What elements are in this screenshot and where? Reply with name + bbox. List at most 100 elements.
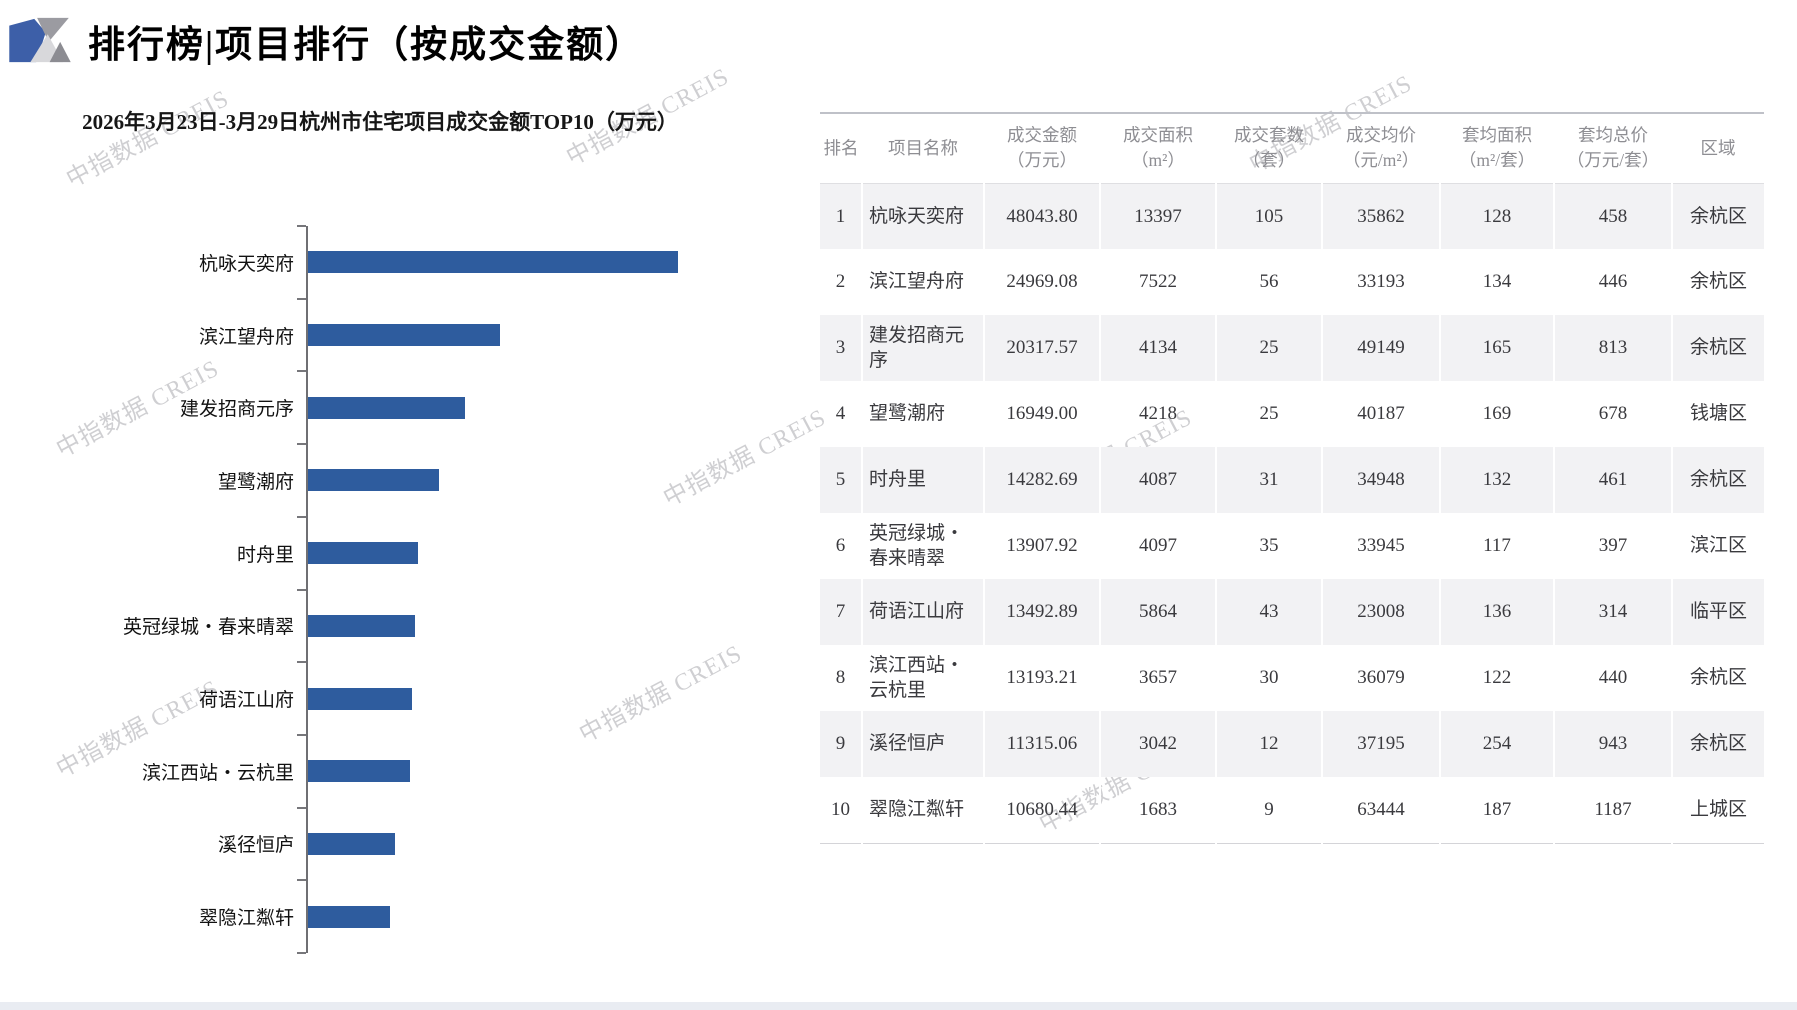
chart-bar-track [297,661,803,735]
cell-amount: 11315.06 [983,711,1100,778]
creis-logo-icon [9,17,71,63]
table-row: 4 望鹭潮府 16949.00 4218 25 40187 169 678 钱塘区 [820,381,1764,448]
chart-bar [308,832,396,855]
ranking-table: 排名 项目名称 成交金额 （万元） 成交面积 （m²） 成交套数 （套） 成交均价 （元/m²）套… [820,111,1764,844]
cell-avg_price: 34948 [1321,447,1440,514]
cell-district: 临平区 [1671,579,1764,646]
bar-chart-plot: 杭咏天奕府 滨江望舟府 建发招商元序 望鹭潮府 时舟里 英冠绿城・春来晴翠 荷语江山府 滨江西… [70,225,803,954]
column-header: 成交套数 （套） [1216,111,1322,184]
column-header: 成交金额 （万元） [984,111,1100,184]
cell-amount: 13907.92 [983,513,1100,580]
chart-category-row: 溪径恒庐 [70,806,803,881]
table-row: 10 翠隐江粼轩 10680.44 1683 9 63444 187 1187 上城区 [820,777,1764,844]
column-header: 排名 [820,111,862,184]
cell-avg_price: 33945 [1321,513,1440,580]
cell-area: 1683 [1099,777,1216,844]
cell-name: 建发招商元序 [861,315,984,382]
cell-avg_total: 813 [1553,315,1672,382]
chart-bar [308,396,465,419]
cell-units: 30 [1215,645,1322,712]
cell-rank: 9 [820,711,862,778]
chart-category-row: 建发招商元序 [70,370,803,445]
cell-name: 滨江望舟府 [861,249,984,316]
cell-name: 溪径恒庐 [861,711,984,778]
chart-category-label: 杭咏天奕府 [198,253,294,275]
cell-amount: 48043.80 [983,183,1100,250]
chart-bar [308,251,678,274]
chart-bar-track [297,588,803,663]
cell-avg_area: 169 [1439,381,1554,448]
cell-units: 12 [1215,711,1322,778]
cell-avg_total: 458 [1553,183,1672,250]
table-row: 1 杭咏天奕府 48043.80 13397 105 35862 128 458 余杭区 [820,183,1764,250]
cell-amount: 14282.69 [983,447,1100,514]
cell-avg_total: 678 [1553,381,1672,448]
cell-district: 钱塘区 [1671,381,1764,448]
chart-bar-track [297,733,803,808]
cell-avg_total: 314 [1553,579,1672,646]
cell-avg_area: 122 [1439,645,1554,712]
cell-amount: 13492.89 [983,579,1100,646]
cell-district: 余杭区 [1671,183,1764,250]
cell-avg_price: 23008 [1321,579,1440,646]
cell-name: 滨江西站・云杭里 [861,645,984,712]
chart-bar-track [297,370,803,445]
cell-area: 4134 [1099,315,1216,382]
cell-avg_total: 461 [1553,447,1672,514]
cell-district: 滨江区 [1671,513,1764,580]
cell-rank: 7 [820,579,862,646]
cell-amount: 20317.57 [983,315,1100,382]
cell-area: 7522 [1099,249,1216,316]
chart-bar [308,469,439,492]
cell-avg_total: 397 [1553,513,1672,580]
cell-area: 5864 [1099,579,1216,646]
cell-avg_area: 128 [1439,183,1554,250]
cell-area: 4097 [1099,513,1216,580]
chart-category-label: 时舟里 [236,544,294,566]
cell-district: 余杭区 [1671,249,1764,316]
footer-strip [0,1002,1797,1010]
cell-rank: 6 [835,535,846,557]
cell-avg_area: 254 [1439,711,1554,778]
chart-bar-track [297,806,803,881]
cell-name: 荷语江山府 [861,579,984,646]
cell-rank: 5 [820,447,862,514]
chart-category-row: 英冠绿城・春来晴翠 [70,588,803,663]
page-title: 排行榜|项目排行（按成交金额） [88,25,645,66]
cell-avg_total: 446 [1553,249,1672,316]
chart-category-row: 杭咏天奕府 [70,225,803,299]
cell-amount: 10680.44 [983,777,1100,844]
chart-bar [308,760,410,783]
table-row: 8 滨江西站・云杭里 13193.21 3657 30 36079 122 440 余杭区 [820,645,1764,712]
table-row: 2 滨江望舟府 24969.08 7522 56 33193 134 446 余杭区 [820,249,1764,316]
chart-category-label: 翠隐江粼轩 [198,908,294,930]
chart-bar-track [297,225,803,299]
cell-name: 英冠绿城・春来晴翠 [861,513,984,580]
cell-rank: 4 [835,403,846,425]
cell-units: 56 [1215,249,1322,316]
cell-rank: 3 [820,315,862,382]
cell-avg_total: 1187 [1553,777,1672,844]
chart-bar [308,324,501,347]
cell-avg_price: 36079 [1321,645,1440,712]
column-header: 项目名称 [862,111,984,184]
cell-avg_area: 117 [1439,513,1554,580]
chart-bar [308,905,391,928]
column-header: 套均总价 （万元/套） [1554,111,1672,184]
cell-name: 杭咏天奕府 [861,183,984,250]
column-header: 套均面积 （m²/套） [1440,111,1554,184]
cell-avg_price: 33193 [1321,249,1440,316]
cell-name: 时舟里 [861,447,984,514]
column-header: 成交均价 （元/m²） [1322,111,1440,184]
chart-category-row: 翠隐江粼轩 [70,879,803,954]
cell-amount: 24969.08 [983,249,1100,316]
chart-category-label: 溪径恒庐 [217,835,294,857]
cell-avg_price: 35862 [1321,183,1440,250]
cell-name: 翠隐江粼轩 [861,777,984,844]
cell-area: 4087 [1099,447,1216,514]
cell-avg_total: 943 [1553,711,1672,778]
cell-rank: 10 [820,777,862,844]
cell-avg_area: 132 [1439,447,1554,514]
cell-units: 25 [1215,315,1322,382]
chart-bar-track [297,443,803,517]
